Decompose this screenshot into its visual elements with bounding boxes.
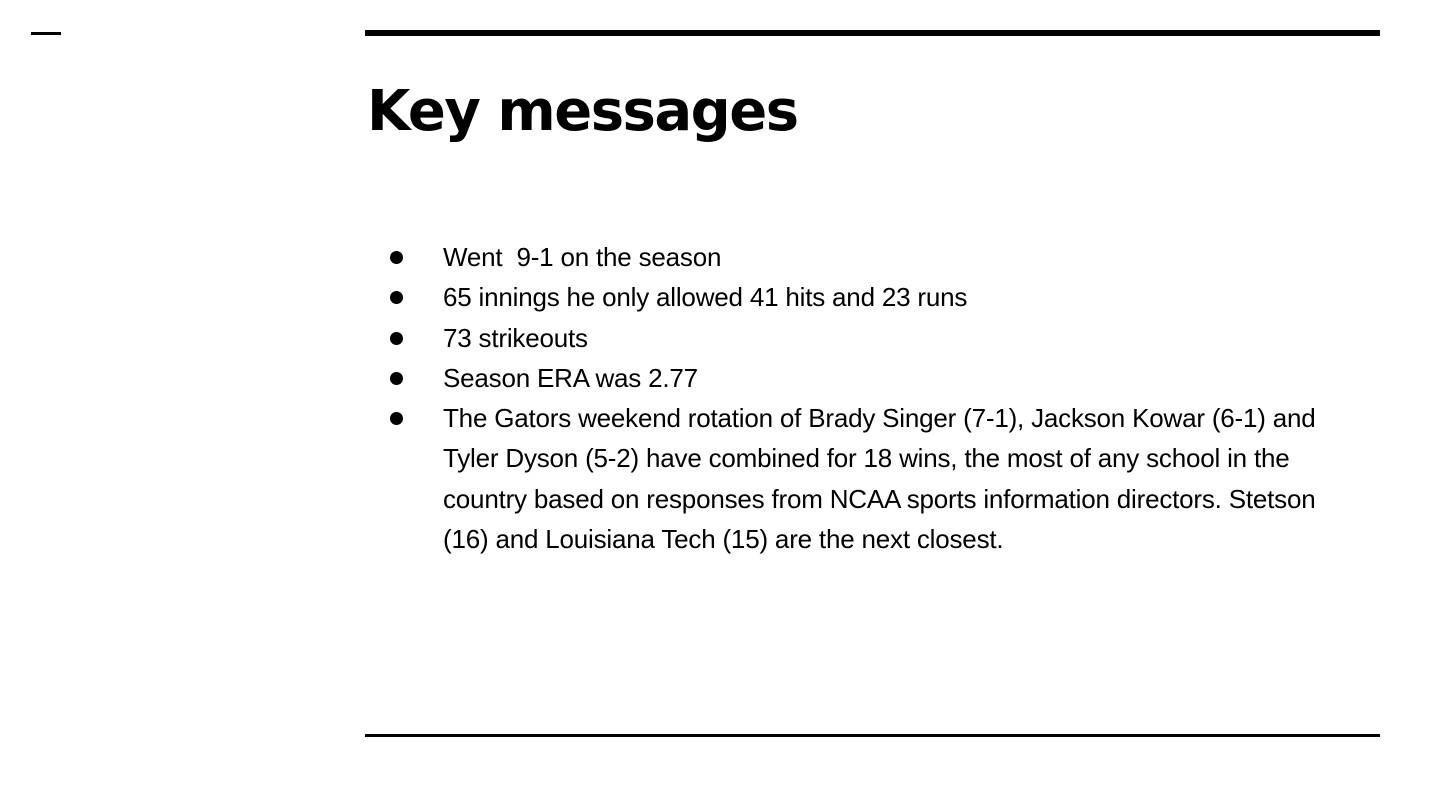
bullet-list: Went 9-1 on the season 65 innings he onl… (365, 237, 1365, 559)
corner-dash-decoration (31, 32, 61, 35)
bullet-text: 73 strikeouts (443, 322, 588, 353)
bottom-divider-line (365, 734, 1380, 737)
bullet-dot-icon (390, 412, 403, 426)
bullet-dot-icon (390, 251, 403, 264)
bullet-item: 65 innings he only allowed 41 hits and 2… (365, 277, 1365, 317)
bullet-item: Season ERA was 2.77 (365, 358, 1365, 398)
bullet-text: Season ERA was 2.77 (443, 362, 698, 393)
bullet-dot-icon (390, 291, 403, 305)
bullet-dot-icon (390, 331, 403, 345)
bullet-item: 73 strikeouts (365, 318, 1365, 358)
top-divider-line (365, 30, 1380, 36)
bullet-item: Went 9-1 on the season (365, 237, 1365, 277)
bullet-item: The Gators weekend rotation of Brady Sin… (365, 398, 1365, 559)
bullet-text: The Gators weekend rotation of Brady Sin… (443, 403, 1323, 555)
slide-title: Key messages (367, 79, 799, 144)
bullet-dot-icon (390, 371, 403, 385)
bullet-text: 65 innings he only allowed 41 hits and 2… (443, 282, 968, 313)
bullet-text: Went 9-1 on the season (443, 242, 722, 272)
